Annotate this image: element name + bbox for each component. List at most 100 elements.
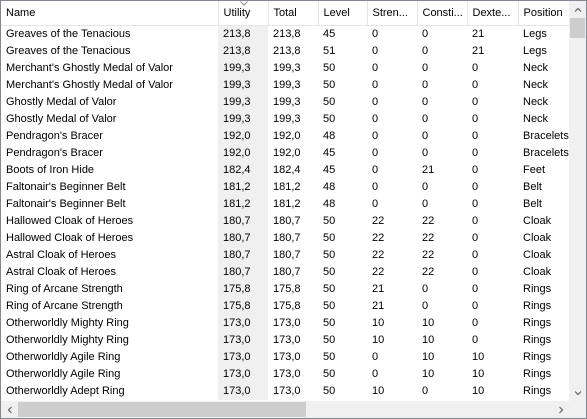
cell-constitution: 0 <box>422 28 429 40</box>
column-header-position[interactable]: Position <box>518 1 569 26</box>
table-row[interactable]: Ghostly Medal of Valor 199,3 199,3 50 0 0 0 Nec… <box>1 111 569 128</box>
cell-position: Cloak <box>523 266 552 278</box>
cell-name: Otherworldly Mighty Ring <box>6 317 129 329</box>
column-header-total[interactable]: Total <box>268 1 319 26</box>
column-header-constitution[interactable]: Consti... <box>417 1 468 26</box>
cell-constitution: 10 <box>422 317 435 329</box>
cell-constitution: 10 <box>422 368 435 380</box>
cell-level: 45 <box>323 147 336 159</box>
cell-strength: 0 <box>372 113 379 125</box>
cell-level: 50 <box>323 300 336 312</box>
table-row[interactable]: Greaves of the Tenacious 213,8 213,8 45 0 0 21… <box>1 25 569 43</box>
column-header-level[interactable]: Level <box>318 1 368 26</box>
vertical-scroll-thumb[interactable] <box>570 18 585 38</box>
table-row[interactable]: Otherworldly Adept Ring 173,0 173,0 50 10 0 10… <box>1 383 569 400</box>
column-header-dexterity[interactable]: Dexte... <box>467 1 519 26</box>
cell-strength: 0 <box>372 79 379 91</box>
table-row[interactable]: Ghostly Medal of Valor 199,3 199,3 50 0 0 0 Nec… <box>1 94 569 111</box>
table-row[interactable]: Otherworldly Mighty Ring 173,0 173,0 50 10 10… <box>1 332 569 349</box>
cell-level: 48 <box>323 181 336 193</box>
header-row: Name Utility Total Level Stren... Consti… <box>1 1 569 26</box>
cell-name: Boots of Iron Hide <box>6 164 95 176</box>
cell-position: Neck <box>523 113 549 125</box>
cell-dexterity: 0 <box>472 130 479 142</box>
table-row[interactable]: Merchant's Ghostly Medal of Valor 199,3 19… <box>1 60 569 77</box>
cell-strength: 22 <box>372 266 385 278</box>
cell-total: 213,8 <box>273 28 301 40</box>
cell-strength: 21 <box>372 283 385 295</box>
cell-position: Rings <box>523 283 552 295</box>
cell-name: Greaves of the Tenacious <box>6 28 131 40</box>
cell-total: 173,0 <box>273 368 301 380</box>
cell-dexterity: 21 <box>472 45 485 57</box>
cell-position: Cloak <box>523 215 552 227</box>
cell-utility: 181,2 <box>218 196 268 213</box>
table-row[interactable]: Pendragon's Bracer 192,0 192,0 48 0 0 0 Bracele… <box>1 128 569 145</box>
cell-constitution: 0 <box>422 96 429 108</box>
cell-dexterity: 0 <box>472 198 479 210</box>
cell-name: Astral Cloak of Heroes <box>6 249 117 261</box>
column-header-name[interactable]: Name <box>1 1 219 26</box>
chevron-down-icon <box>239 1 248 6</box>
cell-position: Neck <box>523 79 549 91</box>
cell-level: 45 <box>323 164 336 176</box>
cell-level: 50 <box>323 232 336 244</box>
cell-level: 50 <box>323 113 336 125</box>
cell-total: 175,8 <box>273 283 301 295</box>
cell-dexterity: 0 <box>472 147 479 159</box>
cell-strength: 22 <box>372 215 385 227</box>
cell-level: 50 <box>323 79 336 91</box>
table-row[interactable]: Hallowed Cloak of Heroes 180,7 180,7 50 22 22… <box>1 230 569 247</box>
table-row[interactable]: Faltonair's Beginner Belt 181,2 181,2 48 0 0 0… <box>1 179 569 196</box>
arrow-left-icon[interactable] <box>1 401 18 418</box>
cell-position: Belt <box>523 198 542 210</box>
cell-utility: 173,0 <box>218 366 268 383</box>
cell-constitution: 21 <box>422 164 435 176</box>
column-header-strength[interactable]: Stren... <box>367 1 418 26</box>
cell-dexterity: 0 <box>472 232 479 244</box>
cell-constitution: 22 <box>422 249 435 261</box>
arrow-up-icon[interactable] <box>569 1 586 18</box>
cell-name: Ring of Arcane Strength <box>6 300 123 312</box>
table-row[interactable]: Astral Cloak of Heroes 180,7 180,7 50 22 22 0 C… <box>1 264 569 281</box>
cell-position: Rings <box>523 351 552 363</box>
table-row[interactable]: Pendragon's Bracer 192,0 192,0 45 0 0 0 Bracele… <box>1 145 569 162</box>
cell-utility: 181,2 <box>218 179 268 196</box>
cell-name: Faltonair's Beginner Belt <box>6 198 126 210</box>
table-row[interactable]: Astral Cloak of Heroes 180,7 180,7 50 22 22 0 C… <box>1 247 569 264</box>
cell-strength: 0 <box>372 45 379 57</box>
cell-utility: 199,3 <box>218 77 268 94</box>
arrow-right-icon[interactable] <box>552 401 569 418</box>
cell-strength: 0 <box>372 130 379 142</box>
arrow-down-icon[interactable] <box>569 384 586 401</box>
horizontal-scroll-thumb[interactable] <box>18 402 306 417</box>
table-row[interactable]: Ring of Arcane Strength 175,8 175,8 50 21 0 0 R… <box>1 298 569 315</box>
cell-position: Cloak <box>523 232 552 244</box>
cell-position: Belt <box>523 181 542 193</box>
cell-constitution: 0 <box>422 113 429 125</box>
table-row[interactable]: Hallowed Cloak of Heroes 180,7 180,7 50 22 22… <box>1 213 569 230</box>
cell-utility: 180,7 <box>218 264 268 281</box>
cell-strength: 0 <box>372 96 379 108</box>
cell-constitution: 0 <box>422 130 429 142</box>
cell-name: Merchant's Ghostly Medal of Valor <box>6 62 173 74</box>
table-row[interactable]: Greaves of the Tenacious 213,8 213,8 51 0 0 21… <box>1 43 569 60</box>
horizontal-scrollbar[interactable] <box>1 401 569 418</box>
vertical-scrollbar[interactable] <box>569 1 586 401</box>
table-row[interactable]: Boots of Iron Hide 182,4 182,4 45 0 21 0 Feet <box>1 162 569 179</box>
table-row[interactable]: Otherworldly Agile Ring 173,0 173,0 50 0 10 10… <box>1 366 569 383</box>
cell-constitution: 0 <box>422 147 429 159</box>
table-row[interactable]: Ring of Arcane Strength 175,8 175,8 50 21 0 0 R… <box>1 281 569 298</box>
table-row[interactable]: Faltonair's Beginner Belt 181,2 181,2 48 0 0 0… <box>1 196 569 213</box>
cell-name: Otherworldly Agile Ring <box>6 368 121 380</box>
table-row[interactable]: Otherworldly Mighty Ring 173,0 173,0 50 10 10… <box>1 315 569 332</box>
cell-utility: 180,7 <box>218 247 268 264</box>
table-row[interactable]: Merchant's Ghostly Medal of Valor 199,3 19… <box>1 77 569 94</box>
column-header-utility[interactable]: Utility <box>218 1 269 26</box>
table-row[interactable]: Otherworldly Agile Ring 173,0 173,0 50 0 10 10… <box>1 349 569 366</box>
cell-utility: 173,0 <box>218 349 268 366</box>
cell-name: Merchant's Ghostly Medal of Valor <box>6 79 173 91</box>
cell-position: Neck <box>523 96 549 108</box>
cell-total: 213,8 <box>273 45 301 57</box>
